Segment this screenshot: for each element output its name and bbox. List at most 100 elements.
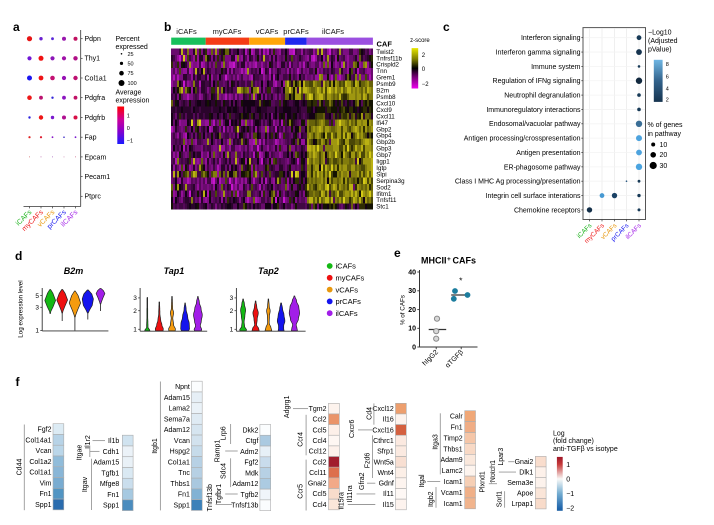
svg-text:Tap2: Tap2 bbox=[258, 266, 279, 276]
svg-text:3: 3 bbox=[133, 295, 137, 302]
svg-text:Igtp: Igtp bbox=[376, 165, 387, 172]
svg-text:Pdgfrb: Pdgfrb bbox=[85, 115, 106, 122]
svg-text:30: 30 bbox=[408, 288, 416, 295]
svg-text:anti-TGFβ vs isotype: anti-TGFβ vs isotype bbox=[553, 446, 618, 453]
svg-text:Col1a2: Col1a2 bbox=[29, 459, 51, 466]
svg-text:Adam15: Adam15 bbox=[164, 395, 190, 402]
svg-text:30: 30 bbox=[660, 163, 668, 170]
svg-text:Fap: Fap bbox=[85, 135, 97, 142]
svg-text:Tgfb1: Tgfb1 bbox=[101, 470, 119, 477]
svg-text:3: 3 bbox=[35, 305, 39, 312]
svg-text:Gbp3: Gbp3 bbox=[376, 146, 392, 153]
svg-text:Itgb1: Itgb1 bbox=[152, 438, 159, 454]
svg-text:Tnc: Tnc bbox=[178, 470, 190, 477]
svg-text:2: 2 bbox=[422, 53, 426, 59]
svg-text:2: 2 bbox=[230, 308, 234, 315]
svg-text:Adam12: Adam12 bbox=[232, 481, 258, 488]
svg-text:Lama2: Lama2 bbox=[168, 406, 190, 413]
svg-text:Cxcl10: Cxcl10 bbox=[376, 100, 395, 107]
svg-text:25: 25 bbox=[128, 52, 134, 58]
svg-text:Npnt: Npnt bbox=[175, 384, 190, 391]
svg-text:Il11ra: Il11ra bbox=[347, 485, 354, 502]
svg-text:Antigen presentation: Antigen presentation bbox=[516, 150, 580, 157]
svg-text:Twist2: Twist2 bbox=[376, 49, 394, 56]
svg-text:4: 4 bbox=[666, 87, 669, 93]
svg-text:−2: −2 bbox=[566, 506, 574, 513]
svg-text:Ptprc: Ptprc bbox=[85, 194, 102, 201]
svg-text:Timp2: Timp2 bbox=[443, 435, 462, 442]
svg-text:vCAFs: vCAFs bbox=[256, 27, 279, 36]
svg-text:Wnt5a: Wnt5a bbox=[374, 459, 394, 466]
svg-text:Calr: Calr bbox=[450, 414, 464, 421]
svg-text:Epcam: Epcam bbox=[85, 154, 107, 161]
svg-text:z-score: z-score bbox=[410, 38, 430, 44]
svg-text:2: 2 bbox=[133, 308, 137, 315]
svg-text:myCAFs: myCAFs bbox=[213, 27, 242, 36]
svg-text:Ccr5: Ccr5 bbox=[297, 484, 304, 499]
svg-text:Itgb2: Itgb2 bbox=[428, 491, 435, 507]
svg-text:Hspg2: Hspg2 bbox=[170, 449, 190, 456]
svg-text:Ccl4: Ccl4 bbox=[312, 438, 326, 445]
svg-text:Thbs1: Thbs1 bbox=[170, 481, 190, 488]
svg-text:0: 0 bbox=[422, 67, 426, 73]
svg-text:% of genes: % of genes bbox=[648, 122, 684, 129]
svg-text:Itgae: Itgae bbox=[77, 445, 84, 461]
svg-text:Immune system: Immune system bbox=[531, 64, 581, 71]
svg-text:10: 10 bbox=[408, 326, 416, 333]
svg-text:0: 0 bbox=[412, 344, 416, 351]
svg-text:B2m: B2m bbox=[64, 266, 84, 276]
svg-text:Sema7a: Sema7a bbox=[164, 416, 190, 423]
svg-text:f: f bbox=[16, 375, 21, 389]
svg-text:Cxcl9: Cxcl9 bbox=[376, 107, 392, 114]
svg-text:Col1a1: Col1a1 bbox=[85, 75, 107, 82]
svg-text:−1: −1 bbox=[127, 139, 133, 145]
svg-text:Psmb9: Psmb9 bbox=[376, 81, 396, 88]
svg-text:Immunoregulatory interactions: Immunoregulatory interactions bbox=[486, 107, 581, 114]
svg-text:Gdnf: Gdnf bbox=[379, 481, 394, 488]
svg-text:Integrin cell surface interati: Integrin cell surface interations bbox=[486, 193, 581, 200]
svg-text:Slpi: Slpi bbox=[376, 171, 386, 178]
svg-text:Tnfsf13b: Tnfsf13b bbox=[231, 503, 258, 510]
svg-text:Gnai2: Gnai2 bbox=[308, 481, 327, 488]
svg-text:Thy1: Thy1 bbox=[85, 56, 101, 63]
svg-text:Sorl1: Sorl1 bbox=[497, 491, 504, 507]
svg-text:B2m: B2m bbox=[376, 88, 389, 95]
svg-text:Plxnd1: Plxnd1 bbox=[479, 471, 486, 493]
svg-text:Ccr4: Ccr4 bbox=[297, 432, 304, 447]
svg-text:Endosomal/vacuolar pathway: Endosomal/vacuolar pathway bbox=[489, 121, 581, 128]
svg-text:Tgfb2: Tgfb2 bbox=[240, 492, 258, 499]
svg-text:Ramp1: Ramp1 bbox=[215, 440, 222, 463]
svg-text:Col1a1: Col1a1 bbox=[168, 459, 190, 466]
svg-text:Class I MHC Ag processing/pres: Class I MHC Ag processing/presentation bbox=[455, 179, 581, 186]
svg-text:Itga3: Itga3 bbox=[432, 434, 439, 450]
svg-text:Adam9: Adam9 bbox=[441, 457, 463, 464]
svg-text:Adgrg1: Adgrg1 bbox=[284, 395, 291, 418]
svg-text:Fgf2: Fgf2 bbox=[37, 426, 51, 433]
svg-text:Fzd6: Fzd6 bbox=[365, 453, 372, 469]
svg-text:Sod2: Sod2 bbox=[376, 184, 391, 191]
svg-text:Thbs1: Thbs1 bbox=[443, 446, 463, 453]
svg-text:Iigp1: Iigp1 bbox=[376, 159, 390, 166]
svg-text:Il15ra: Il15ra bbox=[339, 492, 346, 510]
svg-text:10: 10 bbox=[660, 142, 668, 149]
svg-text:Lamc2: Lamc2 bbox=[442, 468, 463, 475]
svg-text:Tap1: Tap1 bbox=[164, 266, 185, 276]
svg-text:Crispld2: Crispld2 bbox=[376, 62, 399, 69]
svg-text:Serpina3g: Serpina3g bbox=[376, 178, 405, 185]
svg-text:0: 0 bbox=[127, 126, 130, 132]
svg-text:Pdpn: Pdpn bbox=[85, 36, 101, 43]
svg-text:Pdgfra: Pdgfra bbox=[85, 95, 106, 102]
svg-text:Cxcl16: Cxcl16 bbox=[372, 427, 394, 434]
svg-text:d: d bbox=[15, 249, 22, 263]
svg-text:Gbp2b: Gbp2b bbox=[376, 139, 395, 146]
svg-text:expressed: expressed bbox=[116, 44, 148, 51]
svg-text:Il1r2: Il1r2 bbox=[85, 435, 92, 449]
svg-text:Dkk2: Dkk2 bbox=[242, 427, 258, 434]
svg-text:Apoe: Apoe bbox=[517, 491, 533, 498]
svg-text:expression: expression bbox=[116, 98, 150, 105]
svg-text:pValue): pValue) bbox=[648, 46, 672, 53]
svg-text:% of CAFs: % of CAFs bbox=[400, 295, 407, 325]
svg-text:Adam15: Adam15 bbox=[93, 460, 119, 467]
svg-text:Vcan: Vcan bbox=[36, 448, 52, 455]
svg-text:Gbp2: Gbp2 bbox=[376, 126, 392, 133]
